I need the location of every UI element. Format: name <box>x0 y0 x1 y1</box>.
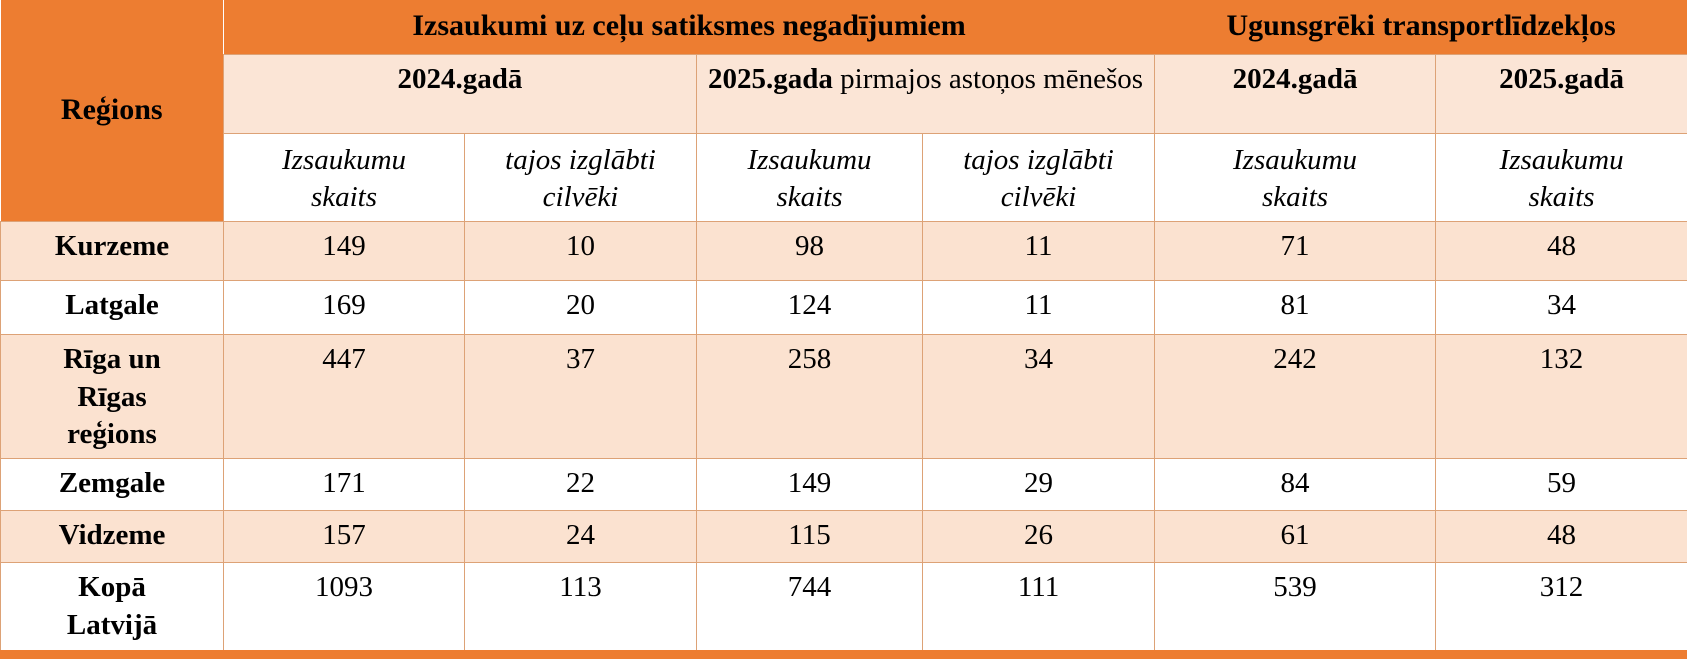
value-cell: 447 <box>224 334 465 458</box>
value-cell: 242 <box>1155 334 1436 458</box>
table-row-zemgale: Zemgale 171 22 149 29 84 59 <box>1 458 1687 510</box>
header-group-row: Reģions Izsaukumi uz ceļu satiksmes nega… <box>1 0 1687 54</box>
table-row-riga: Rīga un Rīgas reģions 447 37 258 34 242 … <box>1 334 1687 458</box>
value-cell: 169 <box>224 280 465 334</box>
year-label-fires-2024: 2024.gadā <box>1233 63 1358 95</box>
col-header-saved-accidents-2025: tajos izglābti cilvēki <box>923 133 1155 221</box>
year-label-2025-period: pirmajos astoņos mēnešos <box>833 63 1143 95</box>
group-header-vehicle-fires: Ugunsgrēki transportlīdzekļos <box>1155 0 1687 54</box>
value-cell: 61 <box>1155 510 1436 562</box>
year-label-2025: 2025.gada <box>708 63 833 95</box>
value-cell: 157 <box>224 510 465 562</box>
value-cell: 71 <box>1155 221 1436 280</box>
year-header-accidents-2024: 2024.gadā <box>224 54 697 133</box>
header-measure-row: Izsaukumu skaits tajos izglābti cilvēki … <box>1 133 1687 221</box>
value-cell: 11 <box>923 280 1155 334</box>
value-cell: 113 <box>465 562 697 654</box>
value-cell: 29 <box>923 458 1155 510</box>
header-year-row: 2024.gadā 2025.gada pirmajos astoņos mēn… <box>1 54 1687 133</box>
value-cell: 124 <box>697 280 923 334</box>
value-cell: 10 <box>465 221 697 280</box>
value-cell: 26 <box>923 510 1155 562</box>
table-row-total-latvia: Kopā Latvijā 1093 113 744 111 539 312 <box>1 562 1687 654</box>
table-row-kurzeme: Kurzeme 149 10 98 11 71 48 <box>1 221 1687 280</box>
col-header-calls-accidents-2024: Izsaukumu skaits <box>224 133 465 221</box>
value-cell: 59 <box>1436 458 1687 510</box>
group-header-road-accidents: Izsaukumi uz ceļu satiksmes negadījumiem <box>224 0 1155 54</box>
region-cell: Rīga un Rīgas reģions <box>1 334 224 458</box>
value-cell: 744 <box>697 562 923 654</box>
value-cell: 34 <box>923 334 1155 458</box>
value-cell: 149 <box>697 458 923 510</box>
value-cell: 111 <box>923 562 1155 654</box>
value-cell: 24 <box>465 510 697 562</box>
col-header-calls-fires-2024: Izsaukumu skaits <box>1155 133 1436 221</box>
value-cell: 258 <box>697 334 923 458</box>
year-header-fires-2025: 2025.gadā <box>1436 54 1687 133</box>
region-column-header: Reģions <box>1 0 224 221</box>
region-cell: Vidzeme <box>1 510 224 562</box>
year-label-fires-2025: 2025.gadā <box>1499 63 1624 95</box>
value-cell: 22 <box>465 458 697 510</box>
value-cell: 20 <box>465 280 697 334</box>
value-cell: 115 <box>697 510 923 562</box>
value-cell: 37 <box>465 334 697 458</box>
value-cell: 11 <box>923 221 1155 280</box>
col-header-saved-accidents-2024: tajos izglābti cilvēki <box>465 133 697 221</box>
col-header-calls-accidents-2025: Izsaukumu skaits <box>697 133 923 221</box>
year-label-2024: 2024.gadā <box>398 63 523 95</box>
value-cell: 48 <box>1436 510 1687 562</box>
value-cell: 149 <box>224 221 465 280</box>
region-cell: Latgale <box>1 280 224 334</box>
col-header-calls-fires-2025: Izsaukumu skaits <box>1436 133 1687 221</box>
year-header-accidents-2025: 2025.gada pirmajos astoņos mēnešos <box>697 54 1155 133</box>
value-cell: 34 <box>1436 280 1687 334</box>
value-cell: 312 <box>1436 562 1687 654</box>
value-cell: 84 <box>1155 458 1436 510</box>
region-cell: Kurzeme <box>1 221 224 280</box>
value-cell: 98 <box>697 221 923 280</box>
value-cell: 1093 <box>224 562 465 654</box>
value-cell: 171 <box>224 458 465 510</box>
value-cell: 81 <box>1155 280 1436 334</box>
region-cell: Zemgale <box>1 458 224 510</box>
table-row-latgale: Latgale 169 20 124 11 81 34 <box>1 280 1687 334</box>
table-row-vidzeme: Vidzeme 157 24 115 26 61 48 <box>1 510 1687 562</box>
region-cell: Kopā Latvijā <box>1 562 224 654</box>
value-cell: 48 <box>1436 221 1687 280</box>
year-header-fires-2024: 2024.gadā <box>1155 54 1436 133</box>
value-cell: 132 <box>1436 334 1687 458</box>
value-cell: 539 <box>1155 562 1436 654</box>
